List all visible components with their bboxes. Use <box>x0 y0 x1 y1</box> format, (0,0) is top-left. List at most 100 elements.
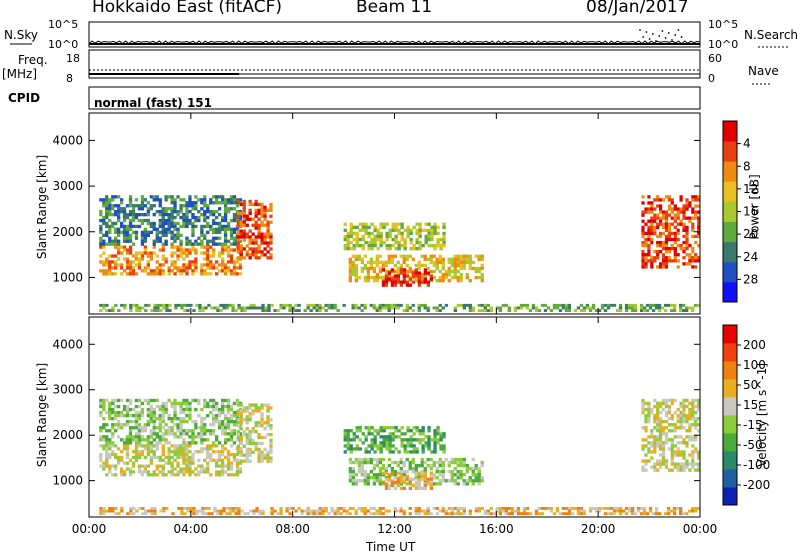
data-cell <box>170 201 174 205</box>
data-cell <box>324 509 328 513</box>
data-cell <box>170 470 174 474</box>
data-cell <box>522 507 527 510</box>
data-cell <box>667 207 671 211</box>
data-cell <box>213 509 217 513</box>
data-cell <box>167 429 171 433</box>
data-cell <box>588 306 593 310</box>
data-cell <box>442 222 446 226</box>
data-cell <box>179 453 183 457</box>
data-cell <box>433 444 437 448</box>
data-cell <box>257 208 261 212</box>
data-cell <box>433 244 437 248</box>
data-cell <box>125 461 130 465</box>
data-cell <box>242 217 246 221</box>
data-cell <box>226 432 231 436</box>
data-cell <box>673 512 677 516</box>
data-cell <box>644 426 648 430</box>
data-cell <box>656 420 660 424</box>
data-cell <box>659 429 663 433</box>
data-cell <box>191 455 195 459</box>
data-cell <box>158 438 162 442</box>
data-cell <box>229 272 234 276</box>
data-cell <box>242 430 246 434</box>
data-cell <box>200 438 204 442</box>
data-cell <box>471 467 475 471</box>
data-cell <box>191 269 195 273</box>
data-cell <box>650 262 654 266</box>
data-cell <box>221 420 225 424</box>
data-cell <box>394 225 398 229</box>
data-cell <box>108 242 112 246</box>
data-cell <box>462 512 466 516</box>
data-cell <box>111 509 115 513</box>
nsearch-dot <box>645 31 648 33</box>
data-cell <box>167 455 171 459</box>
data-cell <box>279 509 283 513</box>
data-cell <box>647 407 651 412</box>
data-cell <box>131 266 136 270</box>
data-cell <box>391 222 395 226</box>
data-cell <box>269 256 273 260</box>
data-cell <box>192 507 196 510</box>
data-cell <box>406 231 410 236</box>
data-cell <box>158 464 162 468</box>
data-cell <box>191 230 195 234</box>
data-cell <box>102 306 106 310</box>
data-cell <box>251 241 255 245</box>
data-cell <box>170 450 174 454</box>
data-cell <box>360 457 364 462</box>
data-cell <box>251 409 255 413</box>
data-cell <box>146 423 150 427</box>
data-cell <box>173 404 177 409</box>
data-cell <box>111 254 115 258</box>
data-cell <box>238 215 243 220</box>
data-cell <box>238 266 243 270</box>
data-cell <box>653 404 657 409</box>
data-cell <box>688 401 692 406</box>
data-cell <box>149 429 153 433</box>
data-cell <box>685 444 689 448</box>
data-cell <box>363 479 367 483</box>
data-cell <box>226 207 231 211</box>
data-cell <box>200 447 204 451</box>
data-cell <box>688 435 692 439</box>
data-cell <box>651 303 656 307</box>
data-cell <box>206 242 210 246</box>
data-cell <box>685 228 689 232</box>
data-cell <box>349 240 353 245</box>
data-cell <box>408 507 412 510</box>
data-cell <box>183 309 187 312</box>
data-cell <box>673 450 677 454</box>
data-cell <box>483 512 487 516</box>
data-cell <box>117 309 121 312</box>
data-cell <box>194 473 198 477</box>
data-cell <box>405 306 409 310</box>
data-cell <box>402 260 406 264</box>
data-cell <box>453 460 457 465</box>
data-cell <box>453 306 457 310</box>
data-cell <box>697 462 701 466</box>
data-cell <box>348 512 352 516</box>
colorbar-segment <box>723 181 737 202</box>
data-cell <box>111 309 115 312</box>
data-cell <box>396 464 400 468</box>
data-cell <box>264 306 268 310</box>
data-cell <box>117 426 121 430</box>
data-cell <box>137 423 142 427</box>
data-cell <box>647 450 651 454</box>
data-cell <box>212 458 216 462</box>
data-cell <box>409 450 413 454</box>
data-cell <box>111 473 115 477</box>
nsearch-dot <box>674 34 677 36</box>
data-cell <box>194 215 198 220</box>
data-cell <box>555 303 560 307</box>
data-cell <box>372 512 376 516</box>
data-cell <box>661 216 666 220</box>
data-cell <box>370 438 374 442</box>
data-cell <box>676 414 680 418</box>
data-cell <box>659 210 663 214</box>
data-cell <box>260 450 264 454</box>
data-cell <box>99 453 103 457</box>
data-cell <box>436 432 440 436</box>
colorbar-segment <box>723 221 737 243</box>
